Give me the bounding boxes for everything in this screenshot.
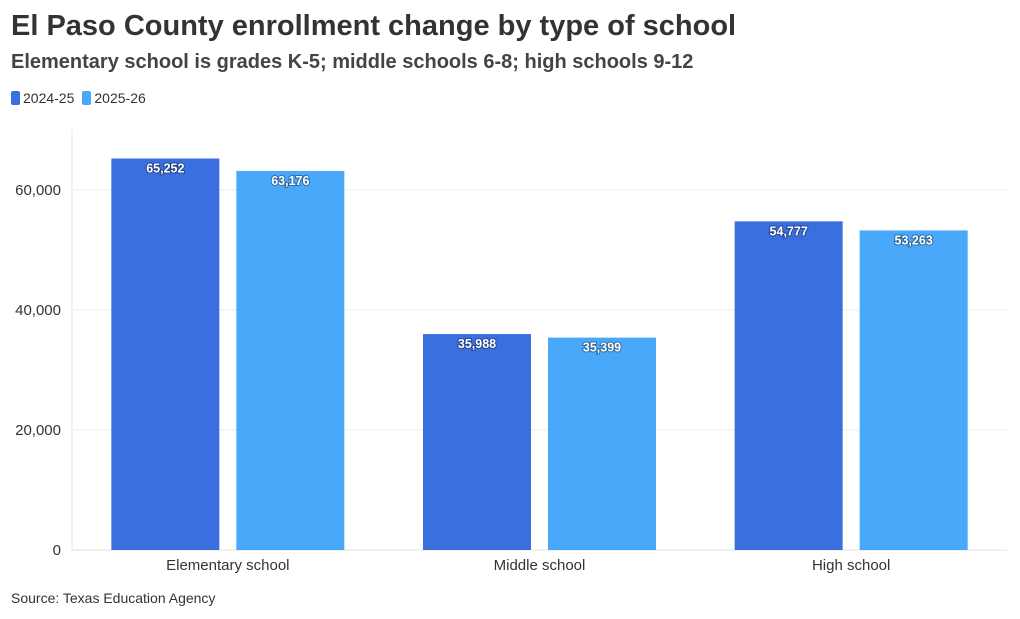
legend-label-2024-25: 2024-25 (23, 90, 75, 106)
y-tick-label: 60,000 (15, 182, 61, 199)
bar-2024-25-2[interactable] (734, 221, 843, 550)
legend-label-2025-26: 2025-26 (94, 90, 146, 106)
bar-chart: 0 20,000 40,000 60,000 65,252 63,176 Elementar… (15, 130, 1007, 574)
bar-2025-26-1[interactable] (548, 337, 656, 550)
data-label: 63,176 (271, 174, 309, 188)
chart-subtitle: Elementary school is grades K-5; middle … (11, 51, 694, 73)
data-label: 54,777 (770, 224, 808, 238)
source-note: Source: Texas Education Agency (11, 590, 216, 606)
y-tick-label: 20,000 (15, 422, 61, 439)
chart-title: El Paso County enrollment change by type… (11, 10, 737, 42)
legend-item-2025-26[interactable]: 2025-26 (82, 90, 146, 106)
data-label: 35,399 (583, 341, 621, 355)
y-tick-label: 0 (53, 542, 61, 559)
bar-2024-25-0[interactable] (111, 158, 220, 550)
x-tick-label: Middle school (494, 557, 586, 574)
data-label: 53,263 (895, 233, 933, 247)
x-tick-label: Elementary school (166, 557, 289, 574)
bar-2025-26-2[interactable] (859, 230, 968, 550)
legend-swatch-2025-26 (82, 91, 92, 105)
y-tick-label: 40,000 (15, 302, 61, 319)
bar-2024-25-1[interactable] (423, 334, 531, 550)
legend: 2024-25 2025-26 (11, 90, 154, 106)
data-label: 65,252 (146, 161, 184, 175)
x-tick-label: High school (812, 557, 890, 574)
legend-item-2024-25[interactable]: 2024-25 (11, 90, 74, 106)
bar-2025-26-0[interactable] (236, 170, 345, 550)
data-label: 35,988 (458, 337, 496, 351)
legend-swatch-2024-25 (11, 91, 20, 105)
